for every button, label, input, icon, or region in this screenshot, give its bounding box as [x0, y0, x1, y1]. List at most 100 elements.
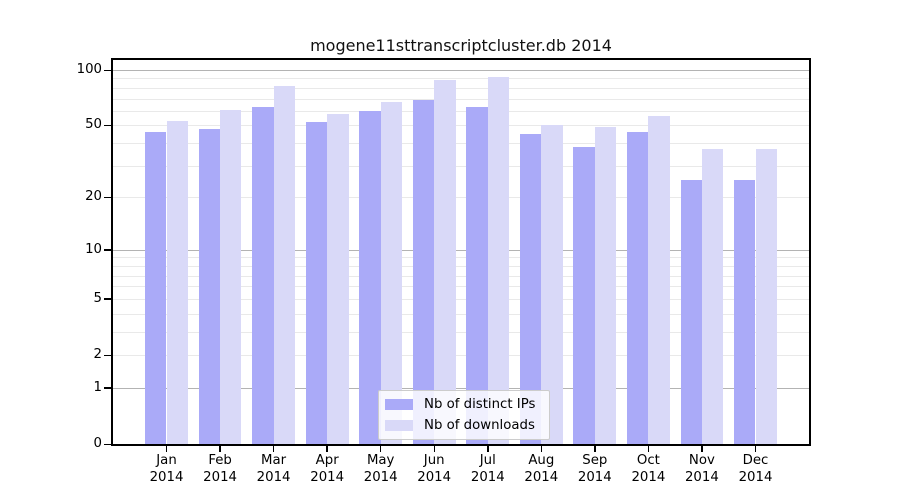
y-tick-mark [104, 354, 111, 356]
x-tick-mark [165, 446, 168, 452]
y-tick-label: 50 [85, 117, 102, 133]
bar-distinct-ips [145, 132, 167, 444]
legend-swatch-downloads [385, 420, 413, 431]
x-tick-label: May 2014 [364, 453, 398, 486]
x-tick-mark [326, 446, 328, 452]
x-tick-mark [272, 446, 275, 452]
gridline-minor [113, 98, 809, 100]
bar-downloads [541, 125, 563, 444]
bar-downloads [755, 149, 777, 444]
x-tick-month: Dec [742, 453, 769, 468]
x-tick-label: Jun 2014 [417, 453, 451, 486]
legend-swatch-distinct-ips [385, 399, 413, 410]
x-tick-year: 2014 [577, 469, 612, 485]
x-tick-mark [379, 446, 382, 452]
gridline-major [113, 387, 809, 389]
bar-distinct-ips [305, 122, 328, 444]
x-tick-year: 2014 [417, 469, 452, 485]
bar-downloads [380, 102, 403, 444]
bar-distinct-ips [734, 180, 756, 444]
bar-distinct-ips [519, 133, 542, 444]
bar-distinct-ips [412, 99, 435, 444]
bar-downloads [434, 80, 456, 444]
legend-label: Nb of distinct IPs [424, 397, 536, 412]
x-tick-year: 2014 [203, 469, 238, 485]
x-tick-month: Oct [636, 453, 660, 468]
x-tick-mark [647, 446, 650, 452]
y-tick-label: 5 [93, 290, 102, 306]
x-tick-year: 2014 [524, 469, 559, 485]
legend-item: Nb of downloads [385, 415, 535, 436]
y-tick-label: 1 [93, 379, 102, 395]
y-tick-mark [104, 443, 111, 445]
x-tick-month: Sep [582, 453, 608, 468]
gridline-minor [113, 286, 809, 288]
plot-inner [113, 60, 809, 444]
x-tick-label: Jul 2014 [471, 453, 505, 486]
x-tick-mark [540, 446, 543, 452]
gridline-minor [113, 313, 809, 315]
gridline-minor [113, 197, 809, 199]
bar-downloads [327, 113, 349, 444]
bar-downloads [487, 76, 510, 444]
x-tick-year: 2014 [149, 469, 184, 485]
gridline-major [113, 249, 809, 251]
x-tick-label: Oct 2014 [631, 453, 665, 486]
x-tick-year: 2014 [310, 469, 345, 485]
gridline-major [113, 70, 809, 71]
y-tick-mark [104, 387, 111, 389]
x-tick-label: Nov 2014 [685, 453, 719, 486]
legend: Nb of distinct IPs Nb of downloads [378, 390, 551, 440]
legend-item: Nb of distinct IPs [385, 394, 535, 415]
x-tick-month: Jan [156, 453, 177, 468]
x-tick-month: Jun [423, 453, 445, 468]
x-tick-mark [219, 446, 221, 452]
x-tick-label: Mar 2014 [257, 453, 291, 486]
gridline-minor [113, 165, 809, 167]
gridline-minor [113, 275, 809, 277]
bar-distinct-ips [627, 132, 649, 444]
y-tick-mark [104, 124, 111, 127]
bar-downloads [701, 149, 724, 444]
gridline-minor [113, 298, 809, 300]
gridline-minor [113, 87, 809, 89]
bar-distinct-ips [252, 107, 274, 444]
x-tick-month: Jul [479, 453, 496, 468]
x-tick-mark [433, 446, 435, 452]
x-tick-mark [754, 446, 757, 452]
y-tick-label: 10 [85, 241, 102, 257]
gridline-minor [113, 143, 809, 145]
x-tick-month: Aug [528, 453, 555, 468]
x-tick-label: Dec 2014 [739, 453, 773, 486]
x-tick-label: Feb 2014 [203, 453, 237, 486]
y-tick-label: 20 [85, 189, 102, 205]
x-tick-label: Aug 2014 [524, 453, 558, 486]
x-tick-year: 2014 [470, 469, 505, 485]
x-tick-month: Mar [261, 453, 287, 468]
legend-label: Nb of downloads [424, 418, 535, 433]
bar-distinct-ips [198, 128, 221, 444]
x-tick-label: Sep 2014 [578, 453, 612, 486]
bar-distinct-ips [680, 180, 702, 444]
bar-downloads [273, 85, 295, 444]
y-tick-mark [104, 249, 111, 251]
gridline-minor [113, 355, 809, 356]
bar-downloads [220, 109, 242, 444]
gridline-minor [113, 331, 809, 333]
y-tick-mark [104, 196, 111, 199]
x-tick-year: 2014 [256, 469, 291, 485]
plot-area: Nb of distinct IPs Nb of downloads [111, 58, 811, 446]
x-tick-year: 2014 [684, 469, 719, 485]
bar-downloads [594, 127, 617, 444]
x-tick-year: 2014 [631, 469, 666, 485]
bar-distinct-ips [573, 147, 595, 444]
gridline-minor [113, 125, 809, 127]
bar-distinct-ips [359, 110, 381, 444]
x-tick-mark [701, 446, 703, 452]
gridline-minor [113, 110, 809, 112]
x-tick-month: May [366, 453, 395, 468]
y-tick-mark [104, 69, 111, 71]
x-tick-month: Nov [688, 453, 715, 468]
y-tick-label: 0 [93, 436, 102, 451]
